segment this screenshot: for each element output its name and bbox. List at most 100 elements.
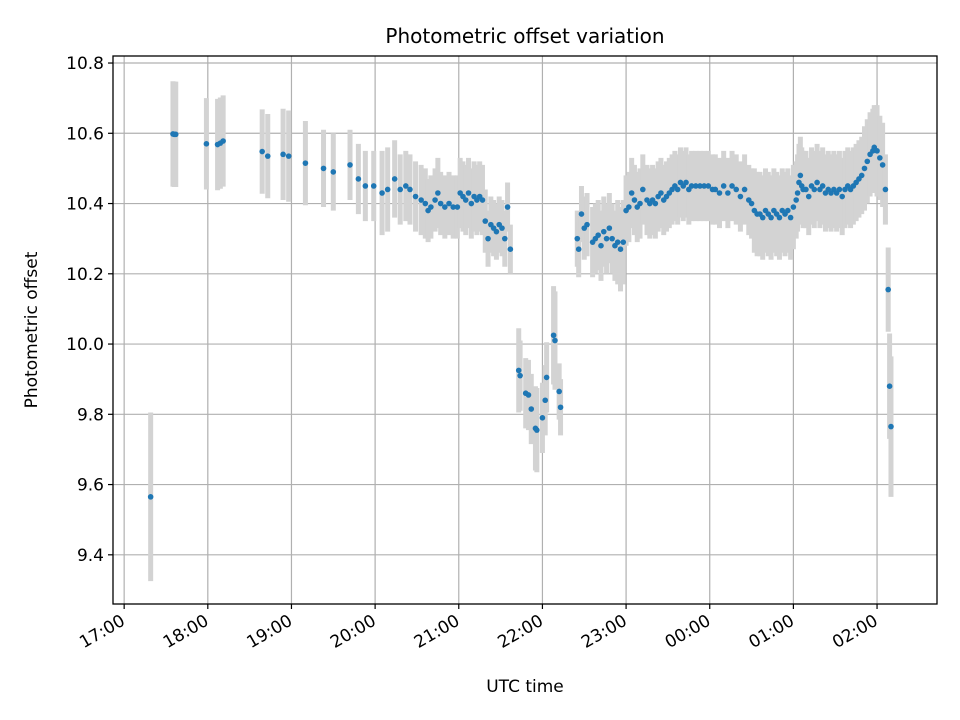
data-point (729, 183, 735, 189)
data-point (362, 183, 369, 189)
data-point (203, 141, 210, 147)
plot-frame (112, 55, 938, 605)
data-point (803, 186, 809, 193)
data-point (861, 165, 868, 172)
data-point (534, 427, 540, 433)
data-point (574, 235, 581, 242)
x-axis-label: UTC time (486, 677, 564, 697)
data-point (578, 211, 585, 217)
data-point (442, 204, 448, 210)
data-point (864, 158, 871, 165)
data-point (886, 383, 893, 390)
data-point (759, 214, 766, 221)
data-point (712, 186, 719, 193)
data-point (391, 176, 398, 182)
data-point (435, 190, 441, 196)
data-point (504, 204, 511, 210)
data-point (552, 337, 558, 344)
data-point (805, 193, 812, 200)
data-point (598, 242, 604, 249)
data-point (692, 183, 699, 189)
data-point (302, 160, 309, 166)
data-point (418, 197, 424, 203)
data-point (584, 221, 590, 228)
data-point (479, 197, 486, 203)
data-point (454, 204, 461, 210)
data-point (797, 172, 804, 179)
data-point (790, 204, 797, 210)
data-point (285, 153, 292, 159)
chart-title: Photometric offset variation (385, 24, 664, 48)
data-point (543, 374, 550, 381)
data-point (330, 169, 337, 175)
data-point (793, 197, 799, 203)
data-point (468, 200, 475, 207)
data-point (674, 186, 681, 193)
data-point (640, 186, 646, 193)
y-axis: 9.4 9.6 9.8 10.0 10.2 10.4 10.6 10.8 (66, 54, 113, 566)
data-point (631, 197, 638, 203)
data-point (465, 190, 472, 196)
data-points (147, 131, 894, 500)
data-point (609, 235, 615, 242)
data-point (557, 404, 564, 411)
y-tick-label: 9.4 (77, 546, 104, 566)
data-point (384, 186, 391, 193)
data-point (347, 162, 353, 168)
data-point (606, 225, 613, 231)
data-point (264, 153, 271, 159)
data-point (733, 186, 740, 193)
data-point (705, 183, 712, 189)
data-point (768, 214, 774, 221)
data-point (220, 138, 226, 144)
data-point (507, 246, 514, 253)
data-point (614, 239, 621, 245)
data-point (482, 218, 489, 224)
data-point (370, 183, 377, 189)
data-point (888, 423, 894, 430)
data-point (785, 207, 791, 214)
data-point (748, 200, 755, 207)
data-point (776, 214, 783, 221)
y-tick-label: 10.2 (66, 265, 104, 285)
data-point (259, 148, 265, 155)
data-point (397, 186, 404, 193)
data-point (811, 186, 818, 193)
data-point (407, 186, 413, 193)
data-point (658, 190, 664, 196)
data-point (885, 286, 892, 293)
data-point (603, 235, 610, 242)
data-point (882, 186, 889, 193)
data-point (688, 183, 695, 189)
data-point (879, 162, 886, 168)
data-point (542, 397, 549, 404)
data-point (515, 367, 522, 374)
data-point (575, 246, 582, 253)
data-point (172, 131, 179, 138)
data-point (701, 183, 707, 189)
y-tick-label: 10.4 (66, 195, 104, 215)
data-point (379, 190, 385, 196)
data-point (819, 183, 826, 189)
data-point (147, 494, 154, 500)
data-point (716, 190, 723, 196)
data-point (814, 179, 820, 186)
data-point (794, 190, 801, 196)
data-point (697, 183, 703, 189)
data-point (600, 228, 607, 235)
data-point (355, 176, 362, 182)
data-point (787, 214, 794, 221)
data-point (836, 186, 843, 193)
data-point (683, 179, 689, 186)
data-point (493, 228, 500, 235)
data-point (628, 190, 635, 196)
data-point (637, 200, 643, 207)
y-tick-label: 10.0 (66, 335, 104, 355)
data-point (428, 204, 434, 210)
data-point (437, 200, 444, 207)
data-point (517, 372, 523, 379)
y-tick-label: 10.6 (66, 124, 104, 144)
data-point (422, 200, 429, 207)
data-point (595, 232, 601, 238)
